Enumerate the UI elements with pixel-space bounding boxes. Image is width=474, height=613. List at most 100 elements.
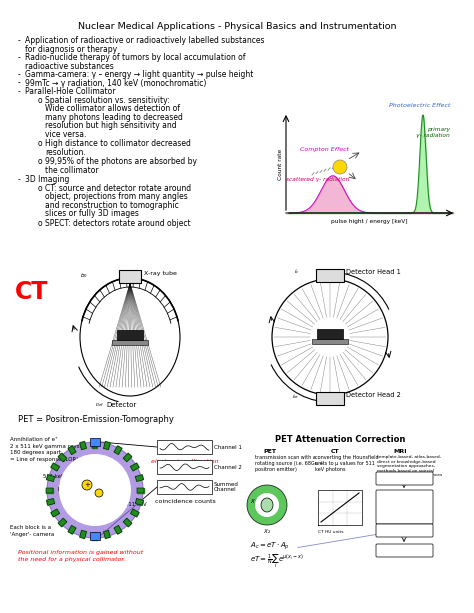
Text: positron: positron <box>57 485 79 490</box>
Polygon shape <box>46 475 55 481</box>
Text: the collimator: the collimator <box>45 166 99 175</box>
Text: converting the Hounsfield
units to μ values for 511
keV photons: converting the Hounsfield units to μ val… <box>315 455 379 471</box>
Text: PET = Positron-Emission-Tomography: PET = Positron-Emission-Tomography <box>18 415 174 424</box>
Text: Each block is a
'Anger'- camera: Each block is a 'Anger'- camera <box>10 525 54 536</box>
Text: $eT = \frac{1}{N} \sum_i e^{\mu(x_i - x)}$: $eT = \frac{1}{N} \sum_i e^{\mu(x_i - x)… <box>250 552 304 570</box>
Text: -: - <box>18 36 21 45</box>
Text: Nuclear Medical Applications - Physical Basics and Instrumentation: Nuclear Medical Applications - Physical … <box>78 22 396 31</box>
Text: Detector Head 1: Detector Head 1 <box>346 269 401 275</box>
Text: -: - <box>18 53 21 62</box>
Polygon shape <box>80 530 86 538</box>
Text: CT: CT <box>15 280 48 304</box>
Text: Registration: Registration <box>391 529 417 533</box>
Polygon shape <box>58 518 67 527</box>
Text: Converting: Converting <box>392 516 416 520</box>
Text: slices or fully 3D images: slices or fully 3D images <box>45 209 139 218</box>
Polygon shape <box>137 487 145 492</box>
Polygon shape <box>46 498 55 505</box>
Polygon shape <box>130 463 139 471</box>
Text: MRI scans: MRI scans <box>393 477 415 481</box>
Text: transmission scan with a
rotating source (i.e. 68Ge +
positron emitter): transmission scan with a rotating source… <box>255 455 323 471</box>
Text: and reconstruction to tomographic: and reconstruction to tomographic <box>45 200 179 210</box>
Text: Wide collimator allows detection of: Wide collimator allows detection of <box>45 104 180 113</box>
Circle shape <box>255 493 279 517</box>
Bar <box>317 329 343 339</box>
Text: object, projections from many angles: object, projections from many angles <box>45 192 188 201</box>
Polygon shape <box>114 525 122 534</box>
Polygon shape <box>130 509 139 517</box>
Text: $A_c = eT \cdot A_p$: $A_c = eT \cdot A_p$ <box>250 540 290 552</box>
Polygon shape <box>80 441 86 449</box>
Polygon shape <box>46 487 53 492</box>
Text: SPECT: detectors rotate around object: SPECT: detectors rotate around object <box>45 218 191 227</box>
Text: for diagnosis or therapy: for diagnosis or therapy <box>25 45 117 53</box>
Text: o: o <box>38 218 43 227</box>
Text: PET Attenuation Correction: PET Attenuation Correction <box>275 435 405 444</box>
Bar <box>312 339 348 344</box>
Text: Photoelectric Effect: Photoelectric Effect <box>389 103 450 108</box>
Text: X-ray tube: X-ray tube <box>144 271 177 276</box>
Polygon shape <box>51 463 59 471</box>
Text: Detector Head 2: Detector Head 2 <box>346 392 401 398</box>
Bar <box>112 340 148 345</box>
Text: coincidence counts: coincidence counts <box>155 499 215 504</box>
Text: -: - <box>18 78 21 88</box>
Text: Segmentation,: Segmentation, <box>388 495 420 499</box>
Bar <box>157 480 212 494</box>
Text: o: o <box>38 96 43 104</box>
Text: CT HU units: CT HU units <box>318 530 344 534</box>
Text: pulse hight / energy [keV]: pulse hight / energy [keV] <box>331 219 408 224</box>
Text: PET: PET <box>264 449 276 454</box>
Bar <box>90 532 100 540</box>
Text: CT: source and detector rotate around: CT: source and detector rotate around <box>45 183 191 192</box>
Text: o: o <box>38 183 43 192</box>
Text: Parallel-Hole Collimator: Parallel-Hole Collimator <box>25 87 116 96</box>
Polygon shape <box>68 446 76 454</box>
Text: $X_2$: $X_2$ <box>263 527 271 536</box>
Polygon shape <box>92 441 98 447</box>
Text: contouring of the: contouring of the <box>385 502 423 506</box>
Circle shape <box>333 160 347 174</box>
Text: electronic collimation: electronic collimation <box>151 459 219 464</box>
Polygon shape <box>114 446 122 454</box>
FancyBboxPatch shape <box>376 544 433 557</box>
Text: -: - <box>18 70 21 79</box>
Text: Channel 2: Channel 2 <box>214 465 242 470</box>
FancyBboxPatch shape <box>376 490 433 524</box>
Text: scattered γ- radiation: scattered γ- radiation <box>286 177 349 182</box>
Polygon shape <box>58 453 67 462</box>
Bar <box>316 392 344 405</box>
Bar <box>157 440 212 454</box>
Text: Detector: Detector <box>106 402 136 408</box>
Bar <box>316 269 344 282</box>
Polygon shape <box>92 533 98 539</box>
Text: +: + <box>84 482 90 488</box>
Text: body, lungs, bone...: body, lungs, bone... <box>383 509 426 513</box>
Text: Summed
Channel: Summed Channel <box>214 482 239 492</box>
Circle shape <box>82 480 92 490</box>
FancyBboxPatch shape <box>376 472 433 485</box>
Text: 3D Imaging: 3D Imaging <box>25 175 69 184</box>
Bar <box>157 460 212 474</box>
Circle shape <box>247 485 287 525</box>
Text: Gamma-camera: γ – energy → light quantity → pulse height: Gamma-camera: γ – energy → light quantit… <box>25 70 254 79</box>
Text: 511 keV: 511 keV <box>125 501 147 506</box>
Text: template-based, atlas-based,
direct or knowledge-based
segmentation approaches,
: template-based, atlas-based, direct or k… <box>377 455 442 478</box>
Text: Compton Effect: Compton Effect <box>300 147 349 152</box>
Text: CT: CT <box>331 449 339 454</box>
Text: resolution but high sensitivity and: resolution but high sensitivity and <box>45 121 177 130</box>
Text: 511 keV: 511 keV <box>43 473 65 479</box>
Text: Radio-nuclide therapy of tumors by local accumulation of: Radio-nuclide therapy of tumors by local… <box>25 53 246 62</box>
Text: $_{Def}$: $_{Def}$ <box>95 402 104 409</box>
Text: 99,95% of the photons are absorbed by: 99,95% of the photons are absorbed by <box>45 157 197 166</box>
Text: o: o <box>38 157 43 166</box>
Text: vice versa.: vice versa. <box>45 129 86 139</box>
Text: Attenuation map: Attenuation map <box>386 549 422 553</box>
Bar <box>90 438 100 446</box>
Text: many photons leading to decreased: many photons leading to decreased <box>45 113 183 121</box>
Text: o: o <box>38 139 43 148</box>
Bar <box>117 330 143 340</box>
Text: MRI: MRI <box>393 449 407 454</box>
Text: $i_c$: $i_c$ <box>294 267 300 276</box>
Circle shape <box>47 442 143 538</box>
